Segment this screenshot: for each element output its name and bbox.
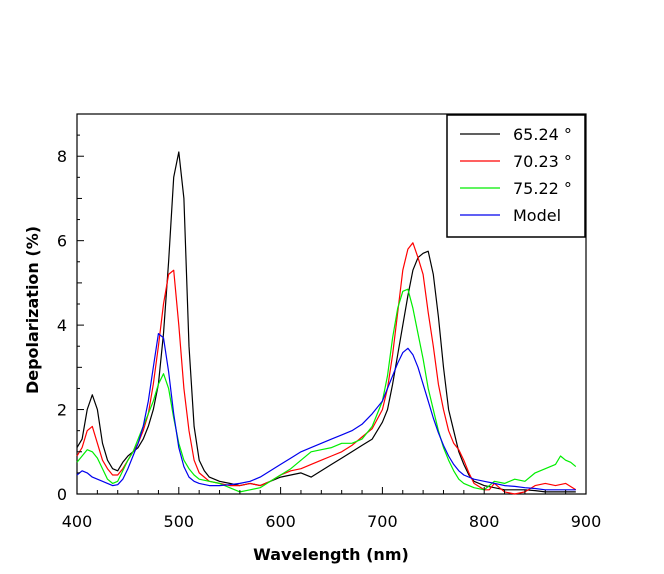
y-tick-label: 0 [57, 485, 67, 504]
legend-label-1: 70.23 ° [513, 152, 572, 171]
x-axis: 400 500 600 700 800 900 [62, 487, 602, 531]
y-tick-label: 6 [57, 232, 67, 251]
x-tick-label: 900 [571, 512, 602, 531]
series-line-2 [76, 288, 577, 493]
x-tick-label: 500 [164, 512, 195, 531]
legend-label-3: Model [513, 206, 561, 225]
x-tick-label: 400 [62, 512, 93, 531]
series-line-3 [76, 333, 576, 491]
legend-box [446, 114, 586, 238]
series-layer [76, 151, 577, 495]
y-axis: 0 2 4 6 8 [57, 113, 84, 504]
x-tick-label: 700 [367, 512, 398, 531]
series-line-1 [76, 242, 577, 495]
legend-label-0: 65.24 ° [513, 125, 572, 144]
legend: 65.24 ° 70.23 ° 75.22 ° Model [446, 114, 586, 238]
x-tick-label: 600 [265, 512, 296, 531]
plot-area [76, 113, 587, 495]
x-axis-title: Wavelength (nm) [253, 545, 409, 564]
y-tick-label: 4 [57, 316, 67, 335]
series-line-0 [76, 151, 576, 493]
y-axis-title: Depolarization (%) [23, 226, 42, 394]
x-tick-label: 800 [469, 512, 500, 531]
y-tick-label: 2 [57, 401, 67, 420]
legend-label-2: 75.22 ° [513, 179, 572, 198]
y-tick-label: 8 [57, 147, 67, 166]
